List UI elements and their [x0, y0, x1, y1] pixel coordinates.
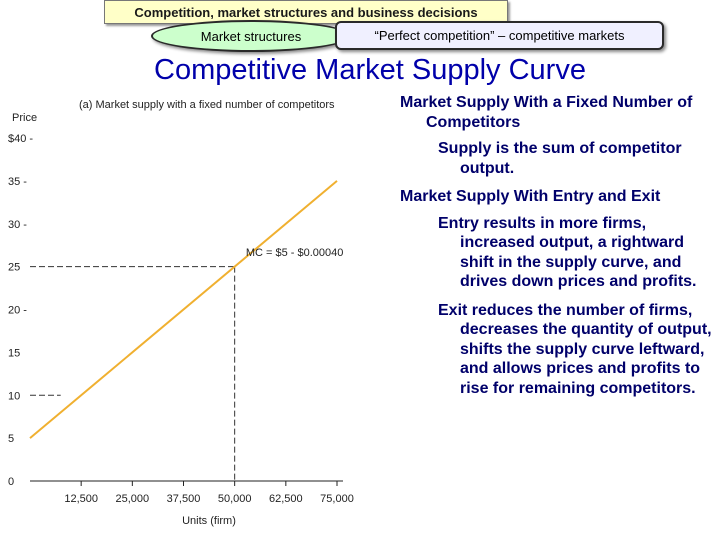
supply-curve-line — [29, 180, 338, 439]
x-axis-label: Units (firm) — [182, 515, 236, 527]
breadcrumb-current[interactable]: “Perfect competition” – competitive mark… — [335, 21, 664, 50]
x-tick-label: 25,000 — [116, 493, 150, 505]
mc-annotation: MC = $5 - $0.00040 — [246, 247, 344, 259]
bullet-subitem: Entry results in more firms, increased o… — [438, 214, 697, 291]
bullet-item: Market Supply With a Fixed Number of Com… — [400, 94, 693, 131]
bullet-item: Market Supply With Entry and Exit — [400, 188, 661, 205]
y-tick-label: 15 — [8, 347, 20, 359]
y-axis-label: Price — [12, 112, 37, 124]
bullet-subitem: Supply is the sum of competitor output. — [438, 140, 682, 177]
breadcrumb-section[interactable]: Market structures — [151, 20, 351, 52]
y-tick-label: 30 - — [8, 219, 27, 231]
y-tick-label: 35 - — [8, 176, 27, 188]
x-tick-label: 12,500 — [64, 493, 98, 505]
y-tick-label: 0 — [8, 476, 14, 488]
slide-title: Competitive Market Supply Curve — [154, 54, 586, 86]
supply-chart: (a) Market supply with a fixed number of… — [8, 99, 354, 527]
x-tick-label: 75,000 — [320, 493, 354, 505]
y-tick-label: 5 — [8, 433, 14, 445]
y-tick-label: 20 - — [8, 305, 27, 317]
y-tick-label: $40 - — [8, 133, 33, 145]
breadcrumb-topic[interactable]: Competition, market structures and busin… — [104, 0, 508, 24]
x-tick-label: 62,500 — [269, 493, 303, 505]
x-tick-label: 50,000 — [218, 493, 252, 505]
chart-title: (a) Market supply with a fixed number of… — [79, 99, 335, 111]
y-tick-label: 25 — [8, 262, 20, 274]
bullet-list: Market Supply With a Fixed Number of Com… — [400, 93, 716, 407]
y-tick-label: 10 — [8, 390, 20, 402]
x-tick-label: 37,500 — [167, 493, 201, 505]
bullet-subitem: Exit reduces the number of firms, decrea… — [438, 301, 712, 397]
